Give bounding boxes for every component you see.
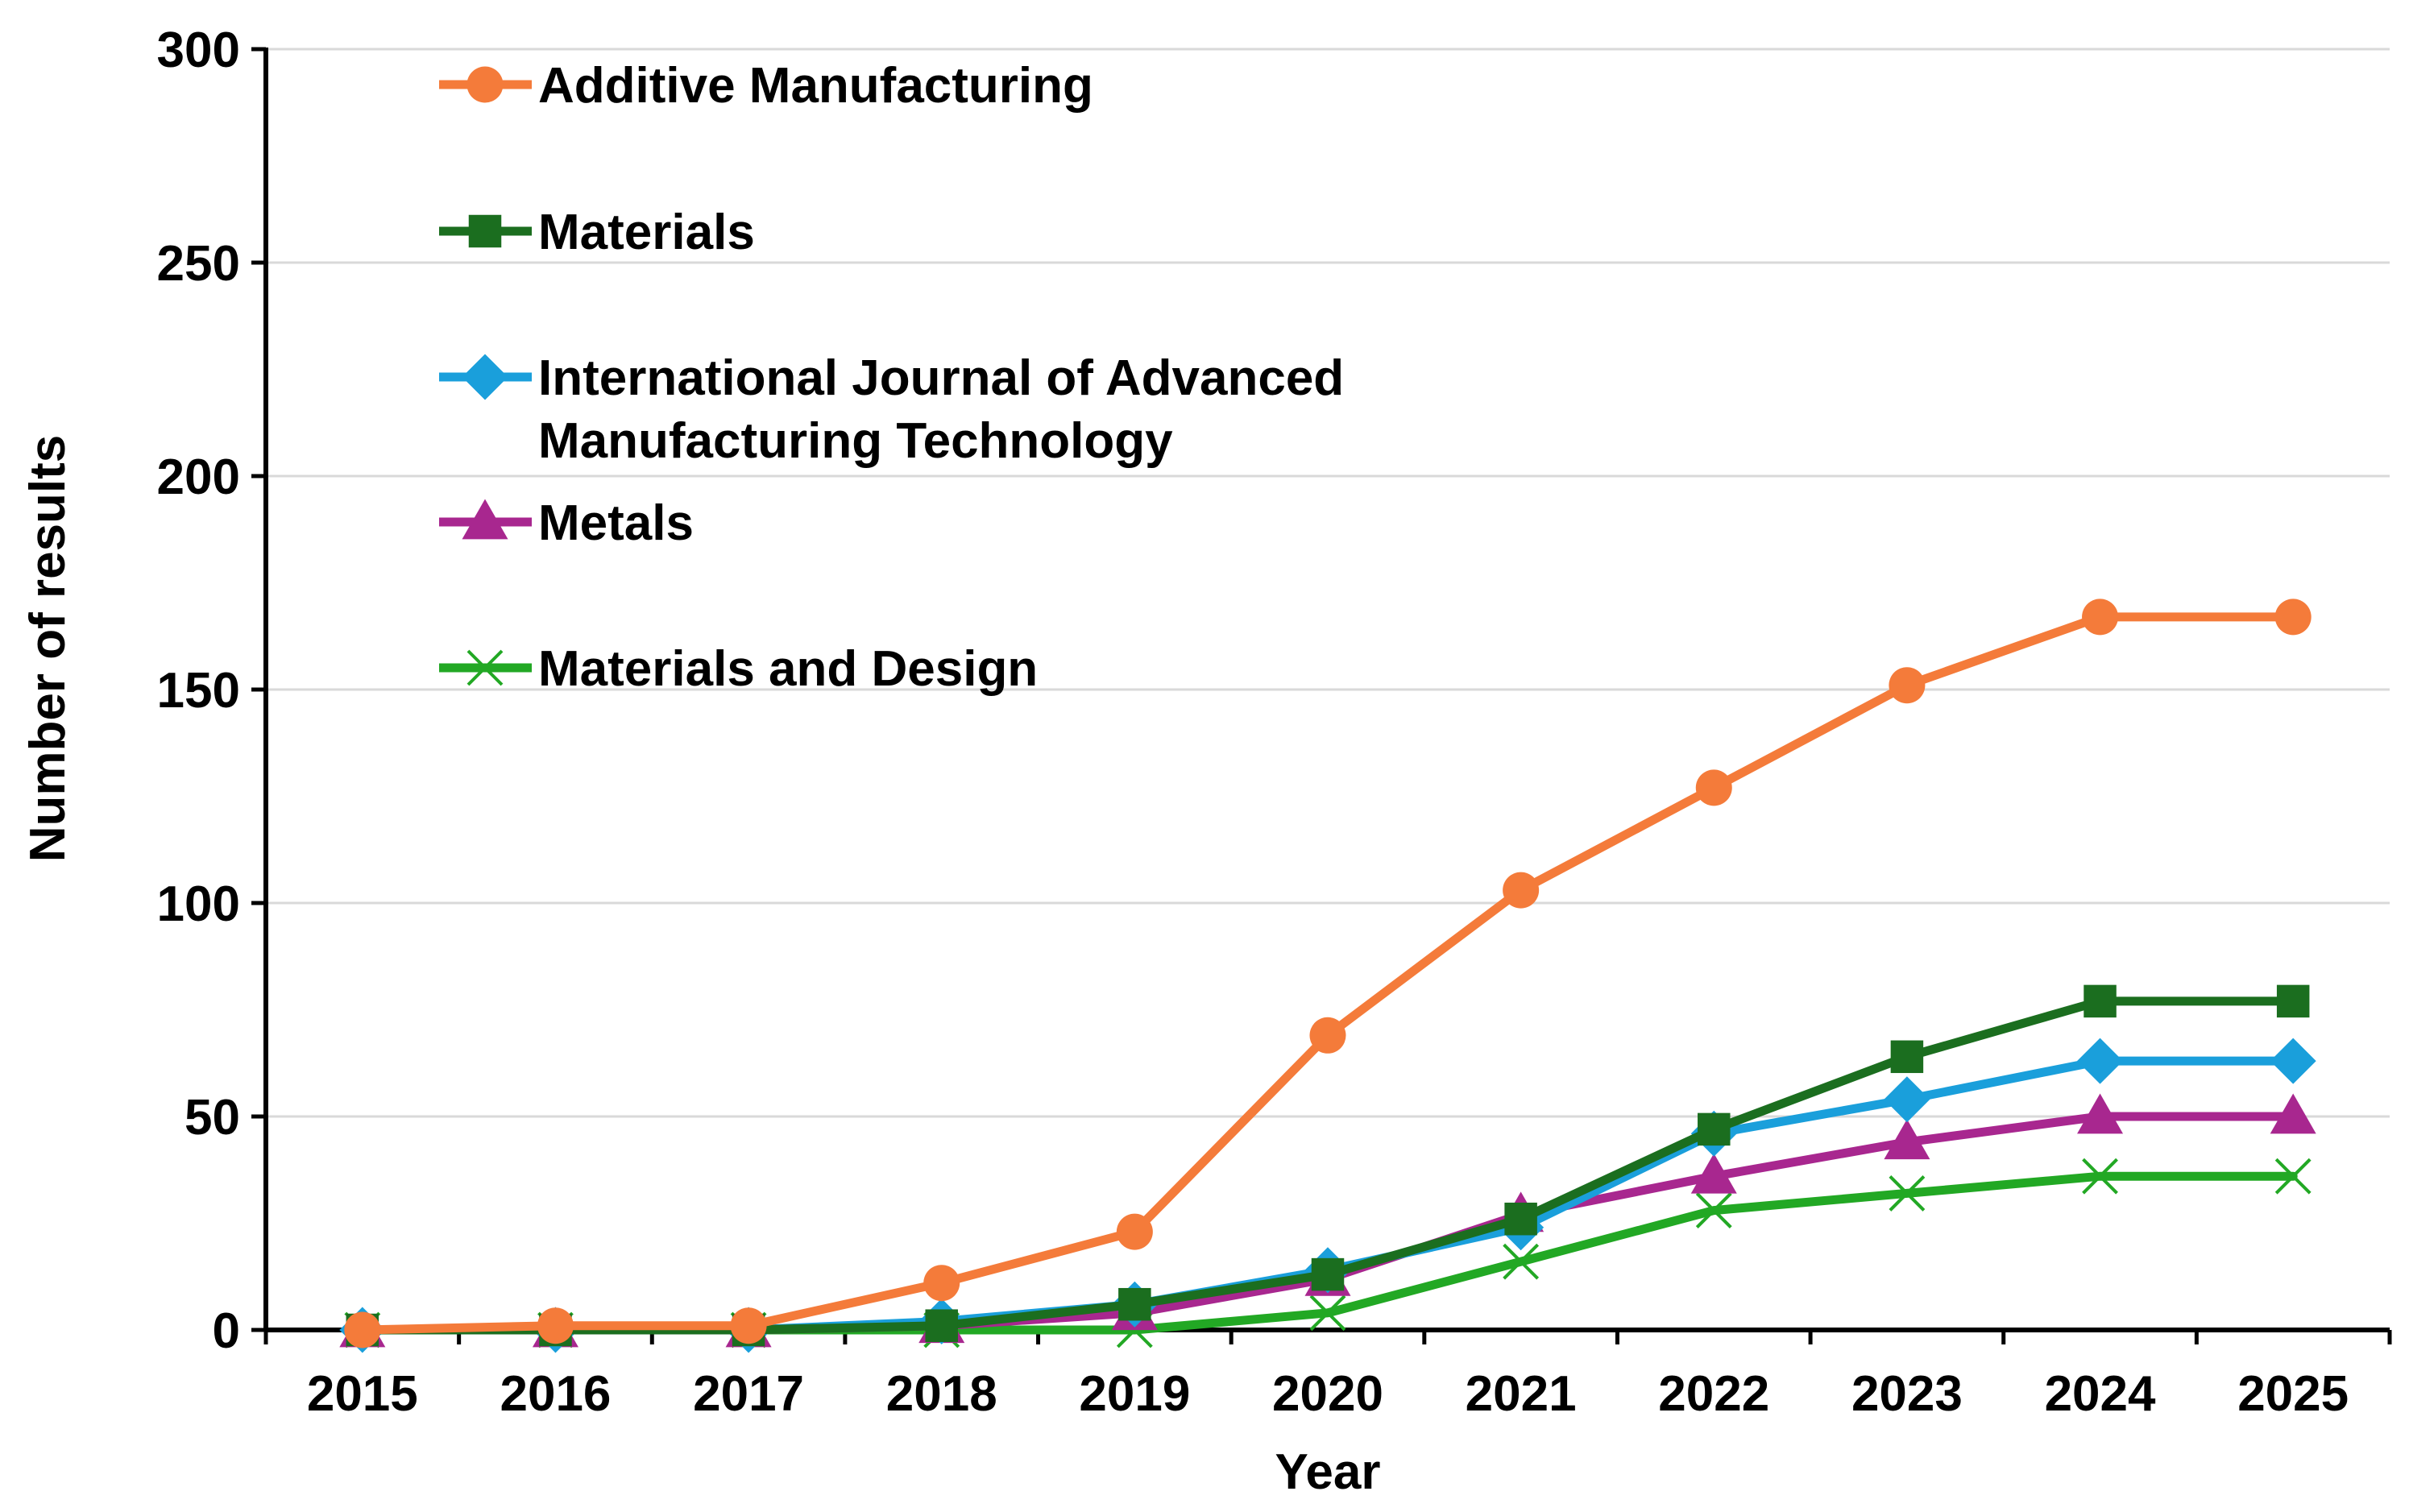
data-point (2274, 1158, 2312, 1195)
legend-item: Additive Manufacturing (439, 58, 1093, 114)
legend-label: Metals (538, 495, 694, 551)
series-additive-manufacturing (344, 599, 2312, 1348)
x-tick-label-2022: 2022 (1658, 1366, 1769, 1422)
y-tick-label: 250 (157, 236, 240, 292)
legend-label: Manufacturing Technology (538, 413, 1173, 469)
legend-item: International Journal of Advanced Manufac… (439, 350, 1344, 469)
legend-marker (462, 499, 508, 540)
y-tick-label: 100 (157, 876, 240, 932)
data-point (1889, 1174, 1926, 1212)
legend-item: Materials (439, 205, 755, 260)
data-point (2077, 1038, 2124, 1084)
data-point (1698, 1112, 1731, 1146)
data-point (1503, 1243, 1540, 1280)
legend: Additive Manufacturing Materials Internati… (439, 58, 1344, 697)
x-tick-label-2020: 2020 (1272, 1366, 1383, 1422)
x-tick-label-2015: 2015 (307, 1366, 418, 1422)
data-point (2082, 599, 2119, 636)
x-tick-label-2016: 2016 (500, 1366, 611, 1422)
data-point (1884, 1119, 1930, 1160)
data-point (2274, 599, 2312, 636)
data-point (1690, 1153, 1737, 1194)
data-point (1890, 1040, 1924, 1074)
data-point (2084, 984, 2117, 1018)
data-point (1118, 1287, 1151, 1321)
legend-label: Materials (538, 205, 755, 260)
series-line (358, 612, 2298, 1335)
series-group (339, 599, 2316, 1353)
y-tick-label: 0 (213, 1303, 240, 1359)
data-point (2270, 1093, 2316, 1134)
data-point (2270, 1038, 2316, 1084)
data-point (2276, 984, 2310, 1018)
x-tick-label-2025: 2025 (2237, 1366, 2349, 1422)
data-point (923, 1265, 960, 1302)
data-point (1309, 1017, 1346, 1054)
x-tick-label-2018: 2018 (886, 1366, 997, 1422)
data-point (730, 1307, 767, 1344)
legend-item: Materials and Design (439, 641, 1038, 697)
x-tick-label-2017: 2017 (693, 1366, 804, 1422)
data-point (2082, 1158, 2118, 1195)
data-point (1311, 1257, 1345, 1291)
legend-marker (468, 214, 502, 248)
data-point (1889, 667, 1926, 704)
data-point (1504, 1202, 1537, 1236)
ticks: 0 50 100 150 200 250 300 2015 2016 2017 2018 2019 20… (157, 23, 2392, 1422)
y-tick-label: 200 (157, 449, 240, 505)
y-tick-label: 150 (157, 663, 240, 719)
x-tick-label-2024: 2024 (2045, 1366, 2156, 1422)
gridlines (266, 48, 2390, 1118)
x-tick-label-2023: 2023 (1851, 1366, 1963, 1422)
legend-label: International Journal of Advanced (538, 350, 1344, 406)
y-tick-label: 50 (185, 1090, 240, 1145)
data-point (1503, 872, 1540, 909)
y-tick-label: 300 (157, 23, 240, 78)
data-point (1695, 1192, 1732, 1229)
data-point (1884, 1076, 1930, 1123)
series-line (358, 1112, 2298, 1335)
data-point (344, 1311, 381, 1348)
data-point (1116, 1213, 1153, 1250)
legend-marker (466, 66, 504, 103)
data-point (1695, 769, 1732, 806)
data-point (537, 1307, 574, 1344)
data-point (1309, 1295, 1346, 1332)
x-axis-title: Year (1275, 1444, 1380, 1500)
legend-label: Additive Manufacturing (538, 58, 1093, 114)
legend-label: Materials and Design (538, 641, 1038, 697)
x-tick-label-2021: 2021 (1466, 1366, 1577, 1422)
x-tick-label-2019: 2019 (1079, 1366, 1190, 1422)
legend-item: Metals (439, 495, 694, 551)
series-international-journal-of-advanced-manufacturing-technology (339, 1038, 2316, 1353)
legend-marker (462, 354, 508, 400)
data-point (2077, 1093, 2124, 1134)
y-axis-title: Number of results (20, 435, 76, 863)
data-point (925, 1309, 958, 1342)
legend-marker (466, 649, 504, 686)
